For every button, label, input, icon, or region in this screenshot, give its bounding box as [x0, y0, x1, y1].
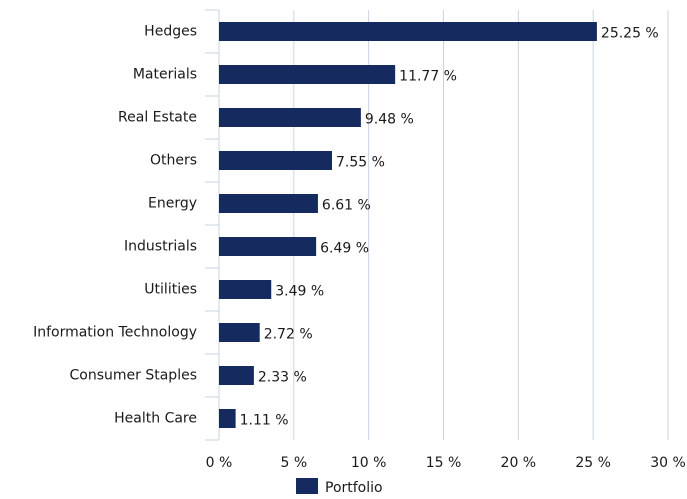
data-label: 2.72 % [264, 327, 313, 343]
y-tick-label: Consumer Staples [70, 368, 197, 384]
x-tick-label: 15 % [426, 455, 462, 471]
data-label: 1.11 % [240, 413, 289, 429]
bar [219, 237, 317, 256]
x-tick-label: 20 % [501, 455, 537, 471]
bar [219, 65, 396, 84]
y-tick-label: Information Technology [33, 325, 197, 341]
x-tick-label: 10 % [351, 455, 387, 471]
y-tick-label: Industrials [124, 239, 197, 255]
data-label: 25.25 % [601, 26, 659, 42]
bar [219, 194, 318, 213]
bar [219, 151, 332, 170]
x-tick-label: 30 % [650, 455, 686, 471]
x-tick-label: 0 % [206, 455, 233, 471]
y-tick-label: Energy [148, 196, 197, 212]
data-label: 7.55 % [336, 155, 385, 171]
data-label: 11.77 % [399, 69, 457, 85]
bar [219, 323, 260, 342]
bar [219, 22, 597, 41]
y-tick-label: Health Care [114, 411, 197, 427]
y-tick-label: Materials [133, 67, 197, 83]
data-label: 9.48 % [365, 112, 414, 128]
legend-swatch [296, 478, 318, 494]
y-tick-label: Hedges [144, 24, 197, 40]
data-label: 6.49 % [320, 241, 369, 257]
y-tick-label: Utilities [144, 282, 197, 298]
bar [219, 280, 272, 299]
bar [219, 409, 236, 428]
y-tick-label: Others [150, 153, 197, 169]
data-label: 3.49 % [275, 284, 324, 300]
x-tick-label: 25 % [575, 455, 611, 471]
legend-label: Portfolio [325, 480, 383, 496]
data-label: 2.33 % [258, 370, 307, 386]
bar [219, 108, 361, 127]
y-tick-label: Real Estate [118, 110, 197, 126]
x-tick-label: 5 % [280, 455, 307, 471]
data-label: 6.61 % [322, 198, 371, 214]
bar [219, 366, 254, 385]
